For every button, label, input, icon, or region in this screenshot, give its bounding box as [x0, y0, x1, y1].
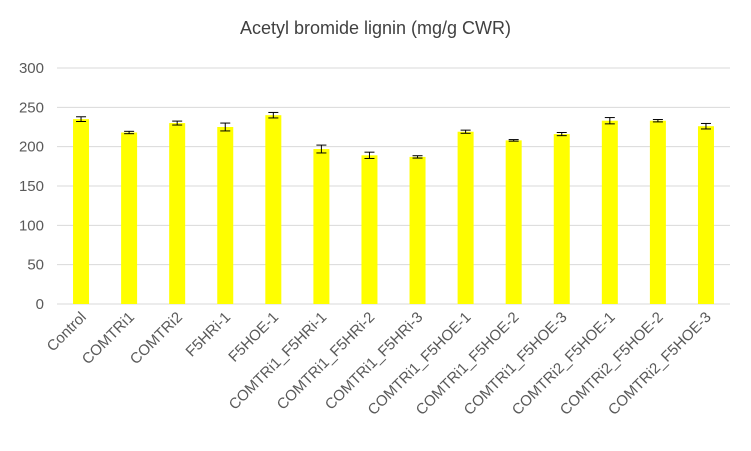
y-tick-label: 150 — [19, 178, 44, 195]
bar-F5HOE-1 — [265, 115, 282, 304]
bar-COMTRi1_F5HRi-3 — [409, 156, 426, 304]
bar-COMTRi2_F5HOE-2 — [649, 120, 666, 304]
y-tick-label: 250 — [19, 99, 44, 116]
x-tick-label: Control — [44, 309, 90, 355]
bar-COMTRi2_F5HOE-3 — [697, 126, 714, 304]
x-tick-label: COMTRi2 — [127, 309, 186, 368]
bar-COMTRi1_F5HOE-1 — [457, 131, 474, 304]
bar-COMTRi2_F5HOE-1 — [601, 120, 618, 304]
bar-COMTRi1_F5HRi-2 — [361, 155, 378, 304]
bar-F5HRi-1 — [217, 127, 234, 304]
bar-COMTRi1_F5HOE-2 — [505, 140, 522, 304]
bar-COMTRi1_F5HOE-3 — [553, 134, 570, 304]
y-tick-label: 100 — [19, 217, 44, 234]
bar-COMTRi1_F5HRi-1 — [313, 149, 330, 304]
bar-COMTRi2 — [169, 123, 186, 304]
bar-COMTRi1 — [121, 132, 138, 304]
y-tick-label: 300 — [19, 60, 44, 77]
bar-Control — [73, 119, 90, 304]
y-tick-label: 50 — [27, 257, 44, 274]
y-tick-label: 200 — [19, 139, 44, 156]
chart-title: Acetyl bromide lignin (mg/g CWR) — [239, 18, 512, 38]
y-tick-label: 0 — [36, 296, 44, 313]
